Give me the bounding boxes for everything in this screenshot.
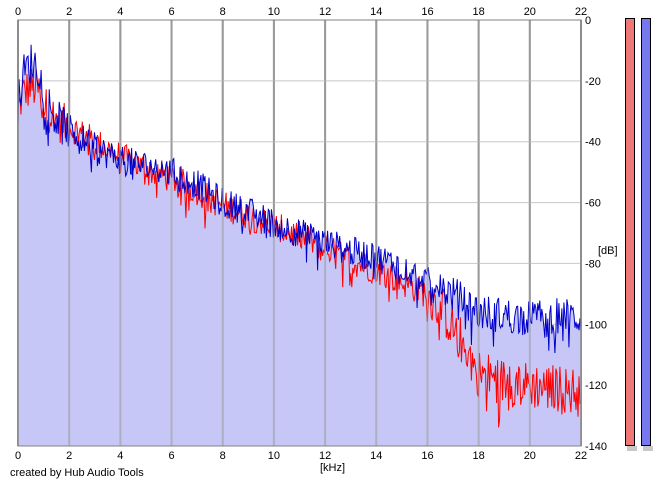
series-line-1 (17, 44, 582, 354)
y-axis-unit-label: [dB] (598, 245, 618, 257)
y-tick-label-3: -60 (585, 198, 601, 210)
x-tick-label-top-1: 2 (66, 6, 72, 18)
right-channel-level-meter (641, 18, 651, 446)
x-tick-label-bottom-3: 6 (168, 450, 174, 462)
axes-layer: 002244668810101212141416161818202022220-… (15, 6, 607, 462)
left-meter-shadow (627, 446, 637, 451)
x-tick-label-bottom-2: 4 (117, 450, 123, 462)
y-tick-label-7: -140 (585, 441, 607, 453)
y-tick-label-0: 0 (585, 15, 591, 27)
x-tick-label-bottom-5: 10 (268, 450, 280, 462)
x-tick-label-bottom-0: 0 (15, 450, 21, 462)
x-tick-label-top-8: 16 (421, 6, 433, 18)
y-tick-label-5: -100 (585, 319, 607, 331)
x-tick-label-top-9: 18 (473, 6, 485, 18)
right-meter-shadow (643, 446, 653, 451)
x-tick-label-bottom-8: 16 (421, 450, 433, 462)
credit-text: created by Hub Audio Tools (10, 467, 144, 479)
x-tick-label-bottom-11: 22 (575, 450, 587, 462)
y-tick-label-4: -80 (585, 258, 601, 270)
plot-border (17, 19, 582, 447)
x-tick-label-bottom-1: 2 (66, 450, 72, 462)
y-tick-label-1: -20 (585, 76, 601, 88)
x-tick-label-top-6: 12 (319, 6, 331, 18)
x-tick-label-bottom-4: 8 (220, 450, 226, 462)
x-tick-label-top-7: 14 (370, 6, 382, 18)
x-tick-label-bottom-9: 18 (473, 450, 485, 462)
series-line-0 (17, 68, 582, 428)
y-tick-label-2: -40 (585, 137, 601, 149)
spectrum-fill-area (18, 44, 581, 447)
x-tick-label-bottom-10: 20 (524, 450, 536, 462)
x-tick-label-top-10: 20 (524, 6, 536, 18)
x-tick-label-top-11: 22 (575, 6, 587, 18)
left-channel-level-meter (625, 18, 635, 446)
x-tick-label-top-0: 0 (15, 6, 21, 18)
x-tick-label-top-2: 4 (117, 6, 123, 18)
x-axis-unit-label: [kHz] (320, 462, 345, 474)
x-tick-label-top-4: 8 (220, 6, 226, 18)
y-tick-label-6: -120 (585, 380, 607, 392)
x-tick-label-bottom-7: 14 (370, 450, 382, 462)
x-tick-label-bottom-6: 12 (319, 450, 331, 462)
x-tick-label-top-3: 6 (168, 6, 174, 18)
x-tick-label-top-5: 10 (268, 6, 280, 18)
